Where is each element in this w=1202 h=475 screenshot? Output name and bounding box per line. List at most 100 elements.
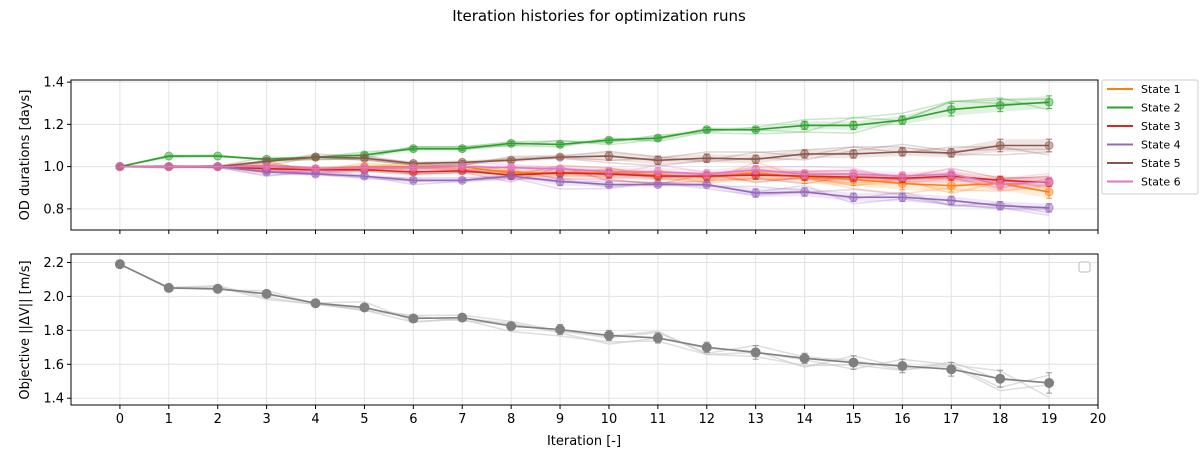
data-point <box>653 180 663 190</box>
x-tick-label: 0 <box>116 412 124 427</box>
x-tick-label: 20 <box>1090 412 1107 427</box>
empty-legend-box <box>1078 261 1091 273</box>
data-point <box>897 192 907 202</box>
legend-item: State 5 <box>1107 157 1181 170</box>
series-line <box>119 101 1050 168</box>
y-tick-label: 1.4 <box>43 76 64 91</box>
data-point <box>604 151 614 161</box>
legend-label: State 5 <box>1141 157 1181 170</box>
data-point <box>261 288 272 299</box>
x-tick-label: 12 <box>698 412 715 427</box>
data-point <box>848 120 858 130</box>
axes-frame <box>70 253 1099 406</box>
data-point <box>506 163 516 173</box>
data-point <box>457 144 467 154</box>
data-point <box>653 167 663 177</box>
series-line <box>119 263 1050 384</box>
data-point <box>897 360 908 371</box>
data-point <box>800 120 810 130</box>
data-point <box>995 140 1005 150</box>
x-tick-label: 10 <box>601 412 618 427</box>
data-point <box>897 171 907 181</box>
data-point <box>799 353 810 364</box>
y-tick-label: 1.4 <box>43 392 64 407</box>
data-point <box>848 149 858 159</box>
y-tick-label: 2.2 <box>43 256 64 271</box>
y-tick-label: 1.2 <box>43 118 64 133</box>
objective-panel: 0 1 2 3 4 5 6 7 8 9 10 11 12 13 14 15 16 17 18 19 201.41.61.… <box>18 253 1107 449</box>
run-line <box>119 165 1050 183</box>
data-point <box>897 115 907 125</box>
x-tick-label: 5 <box>360 412 368 427</box>
legend-item: State 3 <box>1107 120 1181 133</box>
data-point <box>457 312 468 323</box>
data-point <box>995 100 1005 110</box>
data-point <box>359 153 369 163</box>
data-point <box>751 188 761 198</box>
data-point <box>702 125 712 135</box>
data-point <box>408 313 419 324</box>
axes-frame <box>70 79 1099 231</box>
data-point <box>212 283 223 294</box>
uncertainty-band <box>119 164 1050 189</box>
legend: State 1 State 2 State 3 State 4 State 5 State… <box>1101 79 1199 195</box>
legend-label: State 1 <box>1141 83 1181 96</box>
data-point <box>359 171 369 181</box>
uncertainty-band <box>119 166 1050 187</box>
data-point <box>652 332 663 343</box>
x-tick-label: 9 <box>556 412 564 427</box>
data-point <box>555 164 565 174</box>
data-point <box>653 155 663 165</box>
data-point <box>848 192 858 202</box>
data-point <box>506 138 516 148</box>
data-point <box>800 169 810 179</box>
data-point <box>1044 176 1054 186</box>
run-line <box>119 263 1050 392</box>
data-point <box>946 364 957 375</box>
data-point <box>164 162 174 172</box>
y-tick-label: 1.0 <box>43 160 64 175</box>
data-point <box>946 181 956 191</box>
plot-area <box>71 80 1098 230</box>
x-tick-label: 18 <box>992 412 1009 427</box>
data-point <box>164 151 174 161</box>
x-tick-label: 2 <box>214 412 222 427</box>
x-tick-label: 8 <box>507 412 515 427</box>
x-tick-label: 4 <box>311 412 319 427</box>
x-tick-label: 7 <box>458 412 466 427</box>
data-point <box>603 330 614 341</box>
series-line <box>119 144 1050 168</box>
figure-title: Iteration histories for optimization run… <box>452 7 746 25</box>
x-tick-label: 17 <box>943 412 960 427</box>
data-point <box>213 151 223 161</box>
y-tick-label: 1.8 <box>43 324 64 339</box>
data-point <box>702 180 712 190</box>
data-point <box>848 169 858 179</box>
data-point <box>408 175 418 185</box>
data-point <box>995 373 1006 384</box>
x-tick-label: 13 <box>747 412 764 427</box>
data-point <box>310 298 321 309</box>
legend-label: State 2 <box>1141 102 1181 115</box>
data-point <box>800 187 810 197</box>
data-point <box>604 180 614 190</box>
x-tick-label: 3 <box>262 412 270 427</box>
data-point <box>750 347 761 358</box>
data-point <box>311 164 321 174</box>
data-point <box>897 147 907 157</box>
legend-label: State 3 <box>1141 120 1181 133</box>
data-point <box>1044 187 1054 197</box>
data-point <box>604 167 614 177</box>
data-point <box>1044 97 1054 107</box>
x-tick-label: 15 <box>845 412 862 427</box>
data-point <box>506 155 516 165</box>
data-point <box>701 342 712 353</box>
run-line <box>119 263 1050 389</box>
y-axis-label: OD durations [days] <box>18 90 33 221</box>
x-tick-label: 11 <box>650 412 667 427</box>
legend-item: State 6 <box>1107 176 1181 189</box>
data-point <box>457 162 467 172</box>
y-tick-label: 1.6 <box>43 358 64 373</box>
data-point <box>506 171 516 181</box>
